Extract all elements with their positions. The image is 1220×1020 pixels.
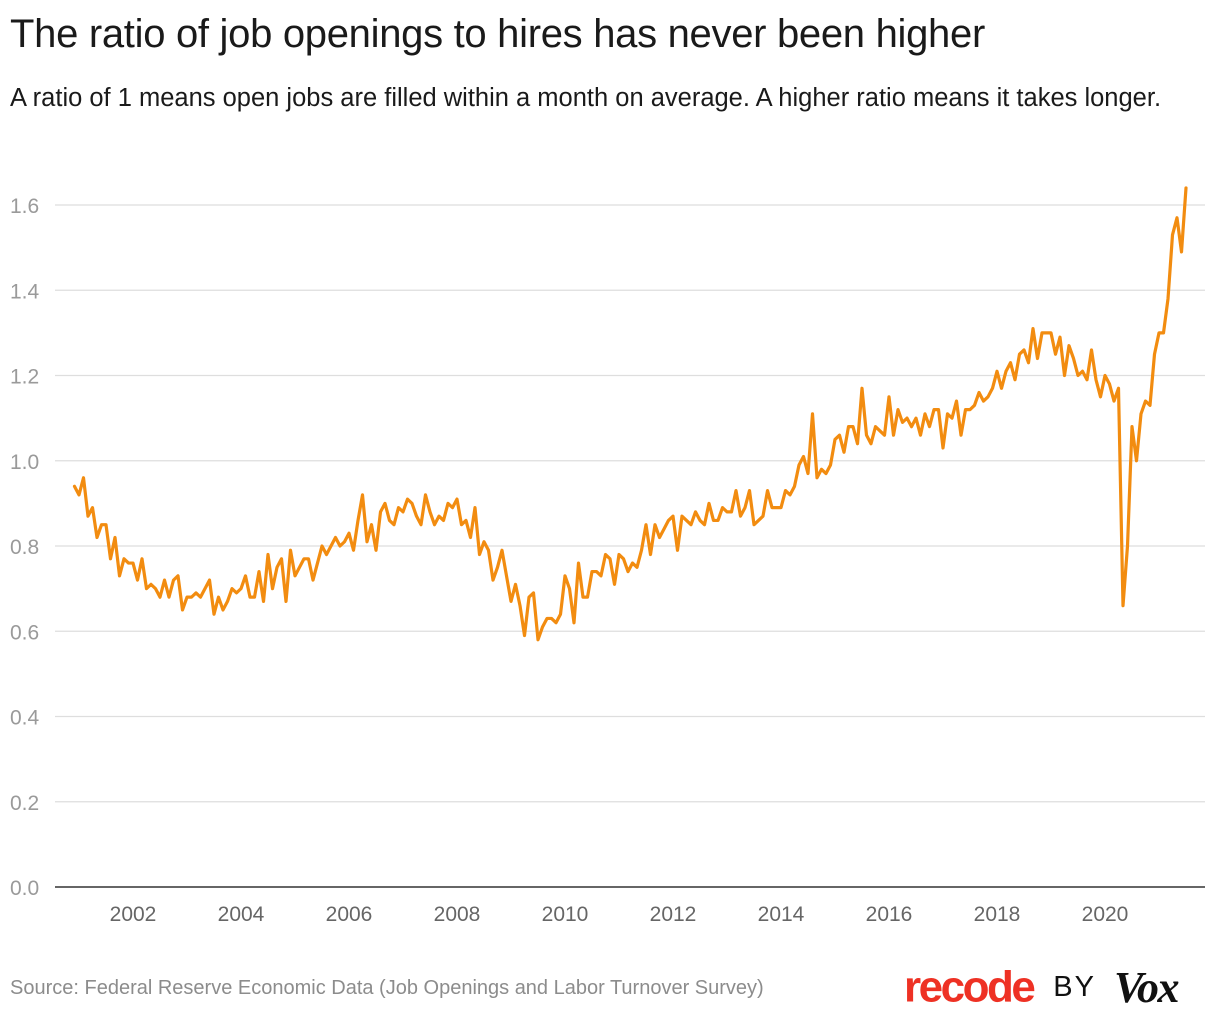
x-tick-label: 2004 xyxy=(218,903,265,926)
source-note: Source: Federal Reserve Economic Data (J… xyxy=(10,977,764,999)
x-tick-label: 2014 xyxy=(758,903,805,926)
x-tick-label: 2010 xyxy=(542,903,589,926)
y-tick-label: 1.0 xyxy=(10,451,39,474)
x-tick-label: 2018 xyxy=(974,903,1021,926)
brand-logo: recode BY Vox xyxy=(904,962,1179,1013)
x-tick-label: 2012 xyxy=(650,903,697,926)
recode-wordmark: recode xyxy=(904,962,1036,1012)
y-axis-tick-labels: 0.0 0.2 0.4 0.6 0.8 1.0 1.2 1.4 1.6 xyxy=(10,195,40,900)
x-tick-label: 2002 xyxy=(110,903,157,926)
series-line xyxy=(72,186,1188,642)
y-tick-label: 0.2 xyxy=(10,792,39,815)
x-tick-label: 2008 xyxy=(434,903,481,926)
y-tick-label: 0.8 xyxy=(10,536,39,559)
vox-wordmark: Vox xyxy=(1113,963,1179,1012)
chart-title: The ratio of job openings to hires has n… xyxy=(10,12,985,56)
y-tick-label: 0.0 xyxy=(10,877,39,900)
y-tick-label: 1.6 xyxy=(10,195,39,218)
y-tick-label: 0.4 xyxy=(10,707,40,730)
y-tick-label: 0.6 xyxy=(10,621,39,644)
line-chart: 0.0 0.2 0.4 0.6 0.8 1.0 1.2 1.4 1.6 2002 2004 2006… xyxy=(10,186,1205,926)
y-tick-label: 1.2 xyxy=(10,366,39,389)
chart-subtitle: A ratio of 1 means open jobs are filled … xyxy=(10,84,1162,112)
x-tick-label: 2006 xyxy=(326,903,373,926)
x-axis-tick-labels: 2002 2004 2006 2008 2010 2012 2014 2016 2018 2020 xyxy=(110,903,1129,926)
brand-by: BY xyxy=(1053,971,1096,1003)
x-tick-label: 2016 xyxy=(866,903,913,926)
x-tick-label: 2020 xyxy=(1082,903,1129,926)
y-tick-label: 1.4 xyxy=(10,280,40,303)
grid-lines xyxy=(55,204,1205,803)
